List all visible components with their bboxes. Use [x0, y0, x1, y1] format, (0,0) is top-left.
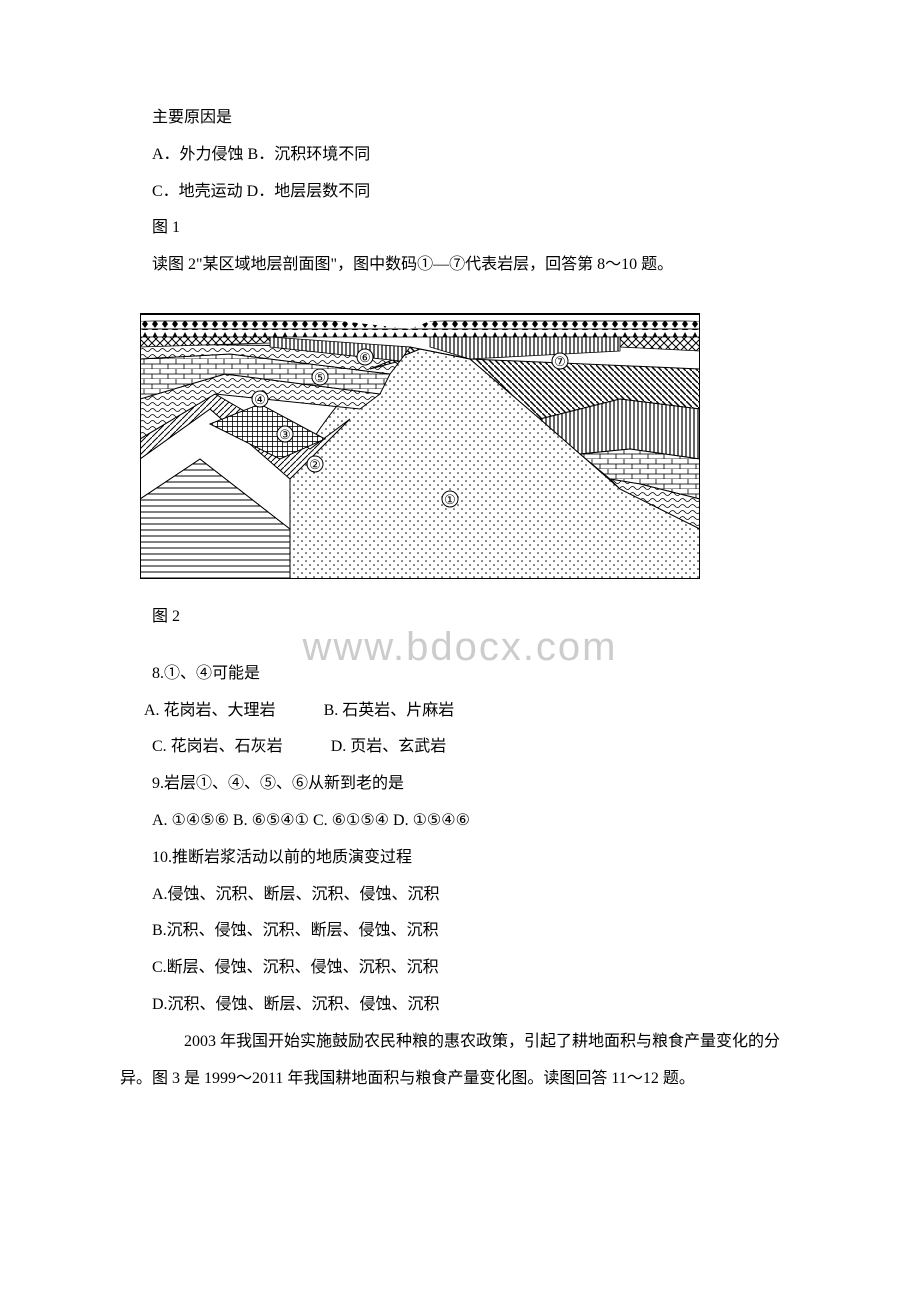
q8-options-ab: A. 花岗岩、大理岩 B. 石英岩、片麻岩: [120, 693, 800, 730]
q9-stem: 9.岩层①、④、⑤、⑥从新到老的是: [120, 766, 800, 803]
fig1-label: 图 1: [120, 210, 800, 247]
q8-options-cd: C. 花岗岩、石灰岩 D. 页岩、玄武岩: [120, 729, 800, 766]
q10-option-c: C.断层、侵蚀、沉积、侵蚀、沉积、沉积: [120, 950, 800, 987]
passage-2: 读图 2"某区域地层剖面图"，图中数码①—⑦代表岩层，回答第 8～10 题。: [120, 247, 800, 284]
svg-text:②: ②: [309, 457, 321, 472]
q8-option-c: C. 花岗岩、石灰岩: [152, 738, 283, 755]
q9-options: A. ①④⑤⑥ B. ⑥⑤④① C. ⑥①⑤④ D. ①⑤④⑥: [120, 803, 800, 840]
svg-text:⑥: ⑥: [359, 350, 371, 365]
reason-line: 主要原因是: [120, 100, 800, 137]
svg-text:①: ①: [444, 492, 456, 507]
q8-stem: 8.①、④可能是: [120, 656, 800, 693]
q10-option-a: A.侵蚀、沉积、断层、沉积、侵蚀、沉积: [120, 877, 800, 914]
figure-2-container: ① ② ③ ④ ⑤ ⑥ ⑦: [120, 299, 800, 584]
fig2-label: 图 2: [120, 599, 800, 636]
final-passage: 2003 年我国开始实施鼓励农民种粮的惠农政策，引起了耕地面积与粮食产量变化的分…: [120, 1024, 800, 1098]
svg-text:④: ④: [254, 392, 266, 407]
geology-cross-section: ① ② ③ ④ ⑤ ⑥ ⑦: [140, 299, 700, 579]
svg-text:⑦: ⑦: [554, 354, 566, 369]
q10-option-d: D.沉积、侵蚀、断层、沉积、侵蚀、沉积: [120, 987, 800, 1024]
q8-option-a: A. 花岗岩、大理岩: [144, 702, 276, 719]
q10-stem: 10.推断岩浆活动以前的地质演变过程: [120, 840, 800, 877]
q7-option-ab: A．外力侵蚀 B．沉积环境不同: [120, 137, 800, 174]
svg-text:③: ③: [279, 427, 291, 442]
q7-option-cd: C．地壳运动 D．地层层数不同: [120, 174, 800, 211]
document-content: 主要原因是 A．外力侵蚀 B．沉积环境不同 C．地壳运动 D．地层层数不同 图 …: [120, 100, 800, 1097]
q8-option-b: B. 石英岩、片麻岩: [324, 702, 455, 719]
q8-option-d: D. 页岩、玄武岩: [331, 738, 447, 755]
svg-text:⑤: ⑤: [314, 370, 326, 385]
q10-option-b: B.沉积、侵蚀、沉积、断层、侵蚀、沉积: [120, 913, 800, 950]
